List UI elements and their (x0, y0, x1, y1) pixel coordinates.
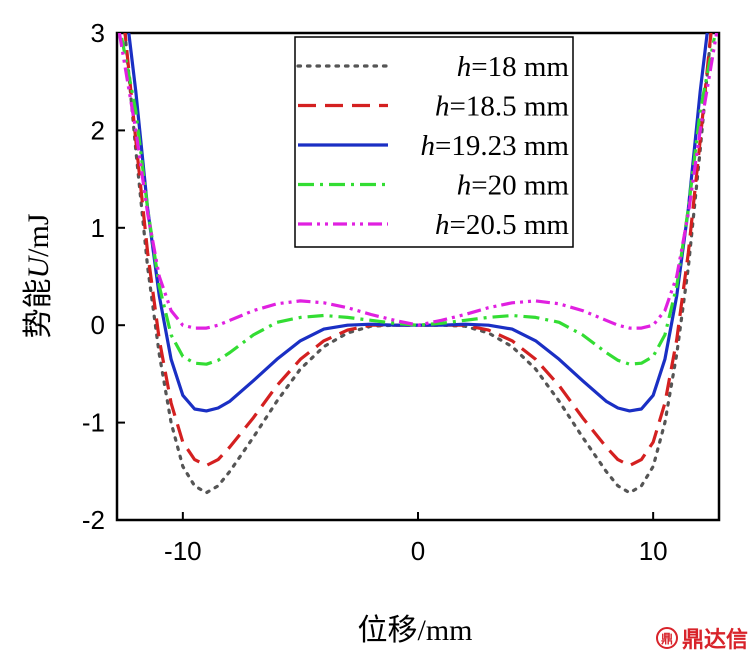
y-tick-label: 1 (91, 213, 105, 243)
legend-label-1: h=18.5 mm (435, 91, 569, 123)
legend-label-var: h (457, 170, 472, 202)
y-tick-label: -1 (82, 408, 105, 438)
series-line-3 (120, 37, 716, 366)
legend: h=18 mmh=18.5 mmh=19.23 mmh=20 mmh=20.5 … (294, 36, 574, 248)
y-axis-title-prefix: 势能 (22, 279, 55, 339)
legend-label-0: h=18 mm (457, 51, 570, 83)
series-line-4 (117, 33, 719, 330)
x-axis-title: 位移/mm (357, 614, 472, 647)
watermark-logo-icon: 鼎 (655, 627, 678, 649)
legend-label-var: h (421, 130, 436, 162)
x-tick-label: 0 (411, 536, 425, 566)
y-tick-label: 2 (91, 115, 105, 145)
series-line-1 (123, 33, 713, 468)
y-tick-label: 0 (91, 310, 105, 340)
x-tick-label: 10 (639, 536, 668, 566)
y-tick-label: -2 (82, 505, 105, 535)
legend-label-rest: =18 mm (471, 51, 569, 83)
legend-label-2: h=19.23 mm (421, 130, 570, 162)
legend-label-var: h (457, 51, 472, 83)
x-tick-label: -10 (164, 536, 202, 566)
legend-label-var: h (435, 91, 450, 123)
watermark: 鼎 鼎达信 (655, 622, 748, 654)
legend-label-var: h (435, 209, 450, 241)
legend-box (294, 36, 574, 248)
y-axis-title: 势能U/mJ (22, 213, 55, 338)
legend-label-rest: =20.5 mm (450, 209, 570, 241)
series-layer (117, 33, 719, 495)
y-tick-label: 3 (91, 18, 105, 48)
legend-label-rest: =19.23 mm (435, 130, 569, 162)
legend-label-rest: =20 mm (471, 170, 569, 202)
legend-label-rest: =18.5 mm (450, 91, 570, 123)
y-axis-title-var: U (22, 255, 55, 279)
legend-label-3: h=20 mm (457, 170, 570, 202)
legend-label-4: h=20.5 mm (435, 209, 569, 241)
watermark-text: 鼎达信 (681, 628, 748, 653)
y-axis-title-unit: /mJ (22, 213, 55, 257)
